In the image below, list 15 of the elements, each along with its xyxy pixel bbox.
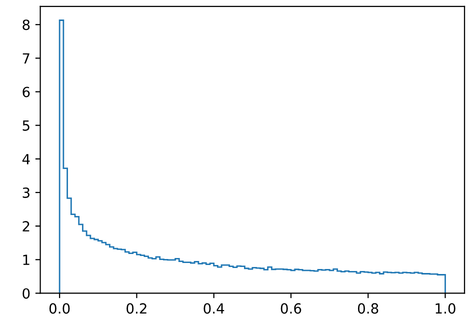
x-tick-label: 0.4 <box>204 303 224 314</box>
y-tick-label: 8 <box>22 20 30 30</box>
y-tick-label: 7 <box>22 53 30 64</box>
y-tick-label: 3 <box>22 187 30 198</box>
x-tick-label: 0.8 <box>358 303 378 314</box>
y-tick-label: 1 <box>23 254 30 265</box>
y-tick-label: 4 <box>22 154 30 164</box>
x-tick-label: 0.2 <box>126 303 146 314</box>
y-tick-label: 0 <box>22 288 30 299</box>
x-tick-label: 1.0 <box>436 303 456 314</box>
y-tick-label: 6 <box>22 86 30 98</box>
y-tick-label: 5 <box>22 120 30 131</box>
x-tick-label: 0.6 <box>280 303 302 314</box>
x-tick-label: 0.0 <box>49 303 70 314</box>
y-tick-label: 2 <box>22 221 30 232</box>
